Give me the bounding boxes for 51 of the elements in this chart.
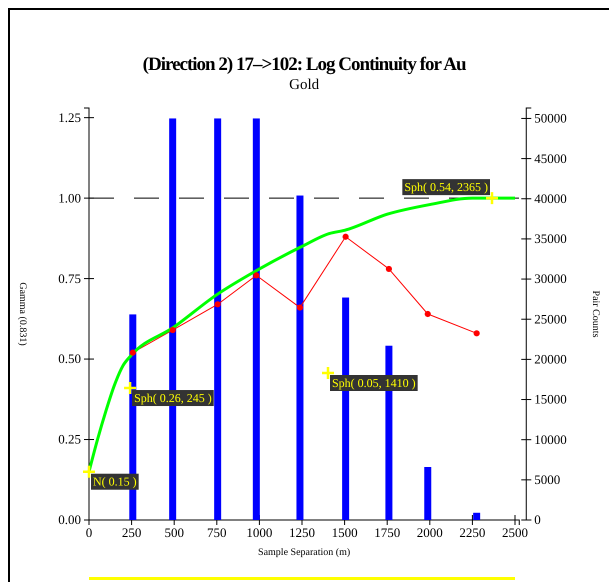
chart-subtitle: Gold bbox=[289, 77, 320, 93]
y2-tick-label: 10000 bbox=[534, 432, 567, 447]
y2-tick-label: 30000 bbox=[534, 271, 567, 286]
x-tick-label: 2000 bbox=[416, 525, 443, 540]
annotation: Sph( 0.26, 245 ) bbox=[134, 391, 212, 406]
x-tick-label: 250 bbox=[122, 525, 142, 540]
x-tick-label: 500 bbox=[164, 525, 184, 540]
annotation: Sph( 0.54, 2365 ) bbox=[404, 180, 488, 194]
y-axis-title: Gamma (0.831) bbox=[17, 282, 28, 346]
bar bbox=[252, 118, 260, 520]
point bbox=[253, 272, 260, 278]
point bbox=[342, 234, 349, 240]
x-tick-label: 1000 bbox=[246, 525, 272, 540]
point bbox=[296, 304, 304, 311]
y-tick-label: 0.50 bbox=[58, 351, 81, 366]
y2-tick-label: 40000 bbox=[534, 190, 567, 206]
y-tick-label: 0.00 bbox=[58, 512, 81, 528]
y2-tick-label: 50000 bbox=[534, 110, 567, 126]
chart-title: (Direction 2) 17–>102: Log Continuity for Au bbox=[142, 54, 468, 75]
y-tick-label: 1.25 bbox=[58, 110, 81, 125]
y2-tick-label: 35000 bbox=[534, 231, 567, 246]
annotation: N( 0.15 ) bbox=[93, 474, 137, 489]
x-tick-label: 0 bbox=[86, 525, 92, 540]
y2-tick-label: 5000 bbox=[534, 472, 560, 488]
point bbox=[214, 301, 221, 308]
point bbox=[474, 330, 480, 336]
bar bbox=[424, 466, 432, 520]
y-tick-label: 1.00 bbox=[58, 190, 81, 206]
x-axis-title: Sample Separation (m) bbox=[258, 547, 350, 558]
x-tick-label: 750 bbox=[207, 525, 227, 540]
y2-tick-label: 45000 bbox=[534, 150, 567, 166]
x-tick-label: 2500 bbox=[502, 525, 528, 540]
y2-tick-label: 25000 bbox=[534, 311, 567, 326]
y-tick-label: 0.25 bbox=[58, 432, 81, 447]
x-tick-label: 1250 bbox=[289, 525, 315, 540]
y-tick-label: 0.75 bbox=[58, 270, 81, 286]
annotation: Sph( 0.05, 1410 ) bbox=[332, 376, 416, 390]
y2-axis-title: Pair Counts bbox=[590, 290, 601, 338]
y2-tick-label: 0 bbox=[534, 512, 541, 528]
point bbox=[170, 327, 176, 334]
point bbox=[130, 350, 136, 356]
x-tick-label: 2250 bbox=[459, 525, 486, 540]
x-tick-label: 1500 bbox=[332, 525, 358, 540]
x-tick-label: 1750 bbox=[374, 525, 400, 540]
bar bbox=[296, 196, 304, 520]
point bbox=[386, 266, 392, 272]
y2-tick-label: 20000 bbox=[534, 352, 567, 367]
bar bbox=[214, 118, 222, 520]
y2-tick-label: 15000 bbox=[534, 392, 567, 407]
point bbox=[424, 310, 431, 318]
bar bbox=[473, 512, 480, 520]
